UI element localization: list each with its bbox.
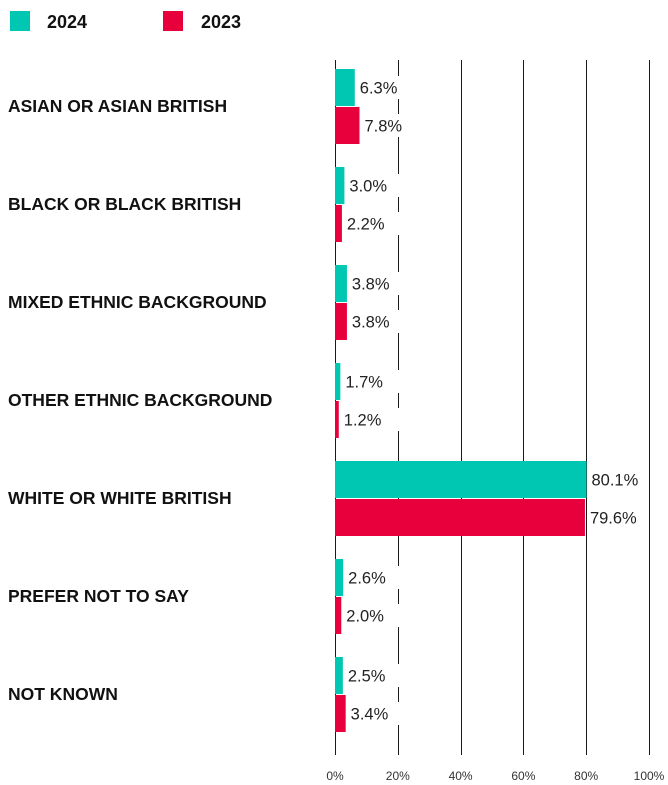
value-label-bg-white-or-white-british-2024 [590,468,649,491]
category-label-asian-or-asian-british: ASIAN OR ASIAN BRITISH [8,96,227,116]
legend-swatch-2023 [163,11,183,31]
value-label-other-ethnic-background-2023: 1.2% [344,412,382,430]
bar-white-or-white-british-2024 [335,461,587,498]
value-label-bg-prefer-not-to-say-2024 [347,566,406,589]
value-label-mixed-ethnic-background-2023: 3.8% [352,314,390,332]
value-label-other-ethnic-background-2024: 1.7% [345,374,383,392]
value-label-bg-prefer-not-to-say-2023 [345,604,404,627]
bar-other-ethnic-background-2023 [335,401,339,438]
value-label-bg-asian-or-asian-british-2024 [358,76,417,99]
value-label-white-or-white-british-2024: 80.1% [592,472,639,490]
category-label-black-or-black-british: BLACK OR BLACK BRITISH [8,194,241,214]
value-label-asian-or-asian-british-2024: 6.3% [360,80,398,98]
bar-not-known-2023 [335,695,346,732]
bar-asian-or-asian-british-2024 [335,69,355,106]
value-label-bg-not-known-2023 [349,702,408,725]
x-axis-tick-labels: 0% 20% 40% 60% 80% 100% [326,769,664,783]
bars [335,69,587,732]
value-label-prefer-not-to-say-2024: 2.6% [348,570,386,588]
bar-not-known-2024 [335,657,343,694]
value-label-bg-black-or-black-british-2024 [348,174,407,197]
value-label-prefer-not-to-say-2023: 2.0% [346,608,384,626]
bar-black-or-black-british-2024 [335,167,345,204]
legend: 2024 2023 [10,11,241,32]
bar-mixed-ethnic-background-2023 [335,303,347,340]
value-label-bg-black-or-black-british-2023 [345,212,404,235]
tick-label-0: 0% [326,769,344,783]
value-label-bg-mixed-ethnic-background-2024 [350,272,409,295]
tick-label-80: 80% [574,769,598,783]
gridlines [335,60,650,755]
bar-mixed-ethnic-background-2024 [335,265,347,302]
tick-label-40: 40% [449,769,473,783]
bar-prefer-not-to-say-2023 [335,597,342,634]
value-label-asian-or-asian-british-2023: 7.8% [364,118,402,136]
legend-swatch-2024 [10,11,30,31]
category-label-mixed-ethnic-background: MIXED ETHNIC BACKGROUND [8,292,267,312]
value-label-mixed-ethnic-background-2024: 3.8% [352,276,390,294]
value-labels: 6.3% 7.8% 3.0% 2.2% 3.8% 3.8% 1.7% 1.2% 80.1% 79.… [342,76,649,725]
category-label-white-or-white-british: WHITE OR WHITE BRITISH [8,488,232,508]
legend-label-2023: 2023 [201,12,241,32]
bar-asian-or-asian-british-2023 [335,107,360,144]
bar-other-ethnic-background-2024 [335,363,341,400]
value-label-black-or-black-british-2023: 2.2% [347,216,385,234]
tick-label-60: 60% [511,769,535,783]
value-label-bg-other-ethnic-background-2024 [344,370,403,393]
value-label-black-or-black-british-2024: 3.0% [349,178,387,196]
bar-prefer-not-to-say-2024 [335,559,344,596]
bar-black-or-black-british-2023 [335,205,342,242]
category-label-prefer-not-to-say: PREFER NOT TO SAY [8,586,189,606]
value-label-bg-not-known-2024 [346,664,405,687]
bar-white-or-white-british-2023 [335,499,585,536]
value-label-not-known-2023: 3.4% [351,706,389,724]
value-label-white-or-white-british-2023: 79.6% [590,510,637,528]
value-label-bg-other-ethnic-background-2023 [342,408,401,431]
tick-label-20: 20% [386,769,410,783]
value-label-not-known-2024: 2.5% [348,668,386,686]
tick-label-100: 100% [634,769,665,783]
category-label-other-ethnic-background: OTHER ETHNIC BACKGROUND [8,390,272,410]
value-label-bg-mixed-ethnic-background-2023 [350,310,409,333]
value-label-bg-asian-or-asian-british-2023 [363,114,422,137]
value-label-bg-white-or-white-british-2023 [588,506,647,529]
legend-label-2024: 2024 [47,12,87,32]
category-label-not-known: NOT KNOWN [8,684,118,704]
category-labels: ASIAN OR ASIAN BRITISH BLACK OR BLACK BRI… [8,96,272,704]
